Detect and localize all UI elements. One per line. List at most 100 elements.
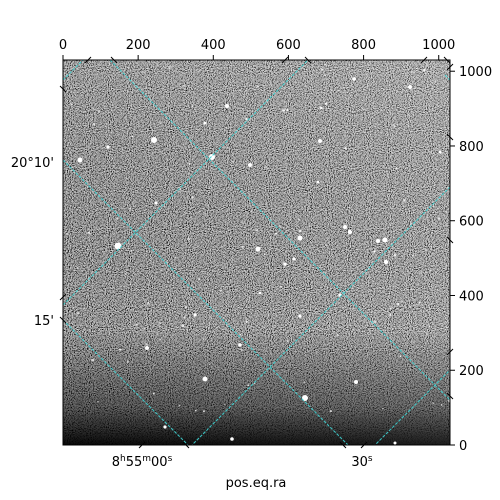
x-axis-title: pos.eq.ra	[226, 476, 287, 491]
star	[316, 180, 320, 184]
faint-star	[344, 146, 347, 150]
star	[347, 229, 353, 235]
faint-star	[66, 366, 68, 369]
ra-label-30s: 30s	[351, 454, 373, 470]
faint-star	[319, 106, 323, 110]
right-tick-label: 400	[459, 289, 484, 304]
faint-star	[162, 96, 164, 98]
coordinate-grid	[63, 60, 450, 445]
star-field	[63, 63, 450, 445]
faint-star	[422, 68, 426, 72]
faint-star	[265, 184, 267, 186]
faint-star	[241, 108, 243, 110]
faint-star	[240, 348, 243, 351]
faint-star	[343, 87, 346, 90]
star	[230, 437, 234, 441]
faint-star	[392, 124, 396, 127]
faint-star	[158, 321, 162, 325]
faint-star	[329, 410, 332, 413]
faint-star	[241, 245, 245, 249]
star	[77, 157, 83, 163]
faint-star	[192, 233, 194, 235]
grid-line	[444, 74, 450, 81]
faint-star	[430, 94, 432, 96]
right-tick-label: 200	[459, 364, 484, 379]
faint-star	[124, 273, 127, 275]
faint-star	[420, 272, 423, 275]
grid-line	[63, 159, 349, 445]
faint-star	[338, 89, 340, 92]
star	[202, 376, 208, 382]
faint-star	[191, 105, 194, 108]
faint-star	[222, 285, 225, 288]
faint-star	[98, 110, 100, 112]
right-axis: 0 200 400 600 800 1000	[446, 63, 492, 454]
faint-star	[182, 84, 185, 88]
faint-star	[275, 232, 277, 235]
faint-star	[425, 250, 427, 252]
faint-star	[130, 249, 133, 251]
right-tick-label: 600	[459, 215, 484, 230]
faint-star	[401, 301, 403, 303]
right-tick-label: 800	[459, 140, 484, 155]
faint-star	[399, 355, 402, 357]
faint-star	[434, 80, 437, 83]
star	[248, 163, 252, 167]
faint-star	[159, 121, 162, 124]
star	[114, 242, 122, 250]
grid-line	[300, 60, 301, 61]
star	[318, 139, 322, 143]
faint-star	[440, 404, 443, 406]
faint-star	[316, 352, 318, 354]
sky-image	[63, 60, 450, 445]
faint-star	[324, 74, 326, 76]
faint-star	[133, 116, 136, 119]
faint-star	[231, 160, 234, 163]
faint-star	[239, 333, 242, 336]
faint-star	[242, 222, 244, 224]
faint-star	[191, 196, 194, 199]
star	[225, 104, 229, 108]
star	[151, 137, 157, 143]
faint-star	[303, 381, 306, 384]
faint-star	[198, 278, 201, 281]
star	[438, 150, 442, 154]
faint-star	[425, 296, 428, 299]
top-tick-label: 0	[59, 38, 67, 53]
faint-star	[418, 302, 421, 304]
faint-star	[447, 399, 450, 403]
faint-star	[283, 383, 285, 385]
star	[297, 235, 303, 241]
star	[376, 239, 380, 243]
faint-star	[336, 334, 339, 336]
star	[154, 201, 158, 205]
star	[163, 425, 167, 429]
faint-star	[432, 402, 434, 404]
top-axis: 0 200 400 600 800 1000	[59, 38, 455, 64]
faint-star	[279, 285, 283, 288]
faint-star	[389, 313, 392, 316]
star	[343, 225, 347, 229]
faint-star	[253, 382, 256, 385]
star	[382, 237, 388, 243]
dec-label-10: 20°10'	[11, 156, 54, 171]
star	[106, 145, 110, 149]
faint-star	[168, 190, 170, 192]
faint-star	[389, 307, 392, 310]
faint-star	[286, 340, 289, 342]
star	[209, 154, 215, 160]
grid-line	[63, 60, 309, 306]
faint-star	[175, 256, 177, 258]
star	[203, 121, 207, 125]
right-tick-label: 0	[459, 439, 467, 454]
faint-star	[152, 392, 155, 395]
star	[408, 85, 412, 89]
faint-star	[126, 177, 128, 179]
faint-star	[195, 409, 197, 412]
left-axis: 20°10' 15'	[11, 85, 67, 329]
faint-star	[126, 360, 130, 364]
faint-star	[324, 63, 327, 66]
faint-star	[373, 250, 376, 253]
faint-star	[208, 186, 210, 188]
